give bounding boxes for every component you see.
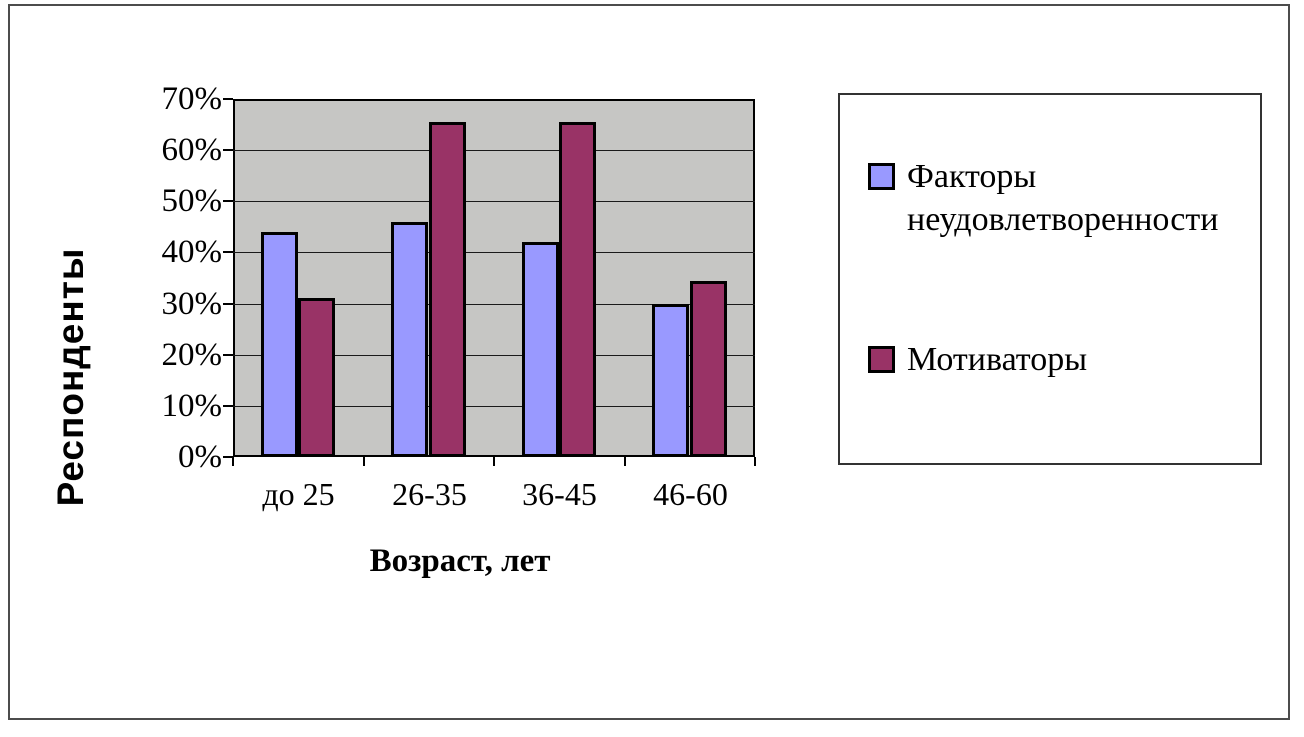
y-axis-tick xyxy=(223,354,233,356)
bar-series1-4 xyxy=(652,304,689,457)
y-axis-tick xyxy=(223,405,233,407)
legend-swatch-icon xyxy=(868,346,895,373)
gridline xyxy=(233,355,755,356)
x-category-label: 36-45 xyxy=(522,476,597,512)
x-axis-tick xyxy=(754,457,756,466)
y-tick-label: 20% xyxy=(161,337,223,373)
y-tick-label: 60% xyxy=(161,132,223,168)
y-tick-label: 40% xyxy=(161,234,223,270)
y-tick-label: 70% xyxy=(161,81,223,117)
x-axis-tick xyxy=(363,457,365,466)
y-axis-tick xyxy=(223,98,233,100)
y-tick-label: 30% xyxy=(161,286,223,322)
y-tick-label: 10% xyxy=(161,388,223,424)
bar-series2-3 xyxy=(559,122,596,457)
legend-label: Мотиваторы xyxy=(907,341,1088,378)
gridline xyxy=(233,201,755,202)
y-axis-title: Респонденты xyxy=(50,247,91,507)
gridline xyxy=(233,150,755,151)
bar-series2-2 xyxy=(429,122,466,457)
legend-label: Факторы неудовлетворенности xyxy=(907,158,1219,238)
y-axis-tick xyxy=(223,251,233,253)
x-axis-tick xyxy=(624,457,626,466)
gridline xyxy=(233,304,755,305)
bar-series1-1 xyxy=(261,232,298,457)
bar-series1-3 xyxy=(522,242,559,457)
x-axis-tick xyxy=(493,457,495,466)
gridline xyxy=(233,252,755,253)
y-axis-tick xyxy=(223,200,233,202)
y-axis-tick xyxy=(223,303,233,305)
legend-item-2: Мотиваторы xyxy=(868,338,1247,381)
x-axis-title: Возраст, лет xyxy=(369,543,551,579)
y-tick-label: 50% xyxy=(161,183,223,219)
x-category-label: 26-35 xyxy=(392,476,467,512)
gridline xyxy=(233,406,755,407)
y-axis-tick xyxy=(223,149,233,151)
x-axis-tick xyxy=(232,457,234,466)
bar-series2-4 xyxy=(690,281,727,457)
bar-series1-2 xyxy=(391,222,428,457)
legend-swatch-icon xyxy=(868,163,895,190)
legend-item-1: Факторы неудовлетворенности xyxy=(868,155,1247,241)
x-category-label: 46-60 xyxy=(653,476,728,512)
y-tick-label: 0% xyxy=(178,439,222,475)
y-axis-tick xyxy=(223,456,233,458)
bar-series2-1 xyxy=(298,298,335,457)
x-category-label: до 25 xyxy=(262,476,335,512)
legend-box: Факторы неудовлетворенности Мотиваторы xyxy=(838,93,1262,465)
